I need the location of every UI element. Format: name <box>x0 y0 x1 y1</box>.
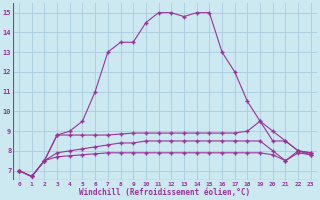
X-axis label: Windchill (Refroidissement éolien,°C): Windchill (Refroidissement éolien,°C) <box>79 188 251 197</box>
